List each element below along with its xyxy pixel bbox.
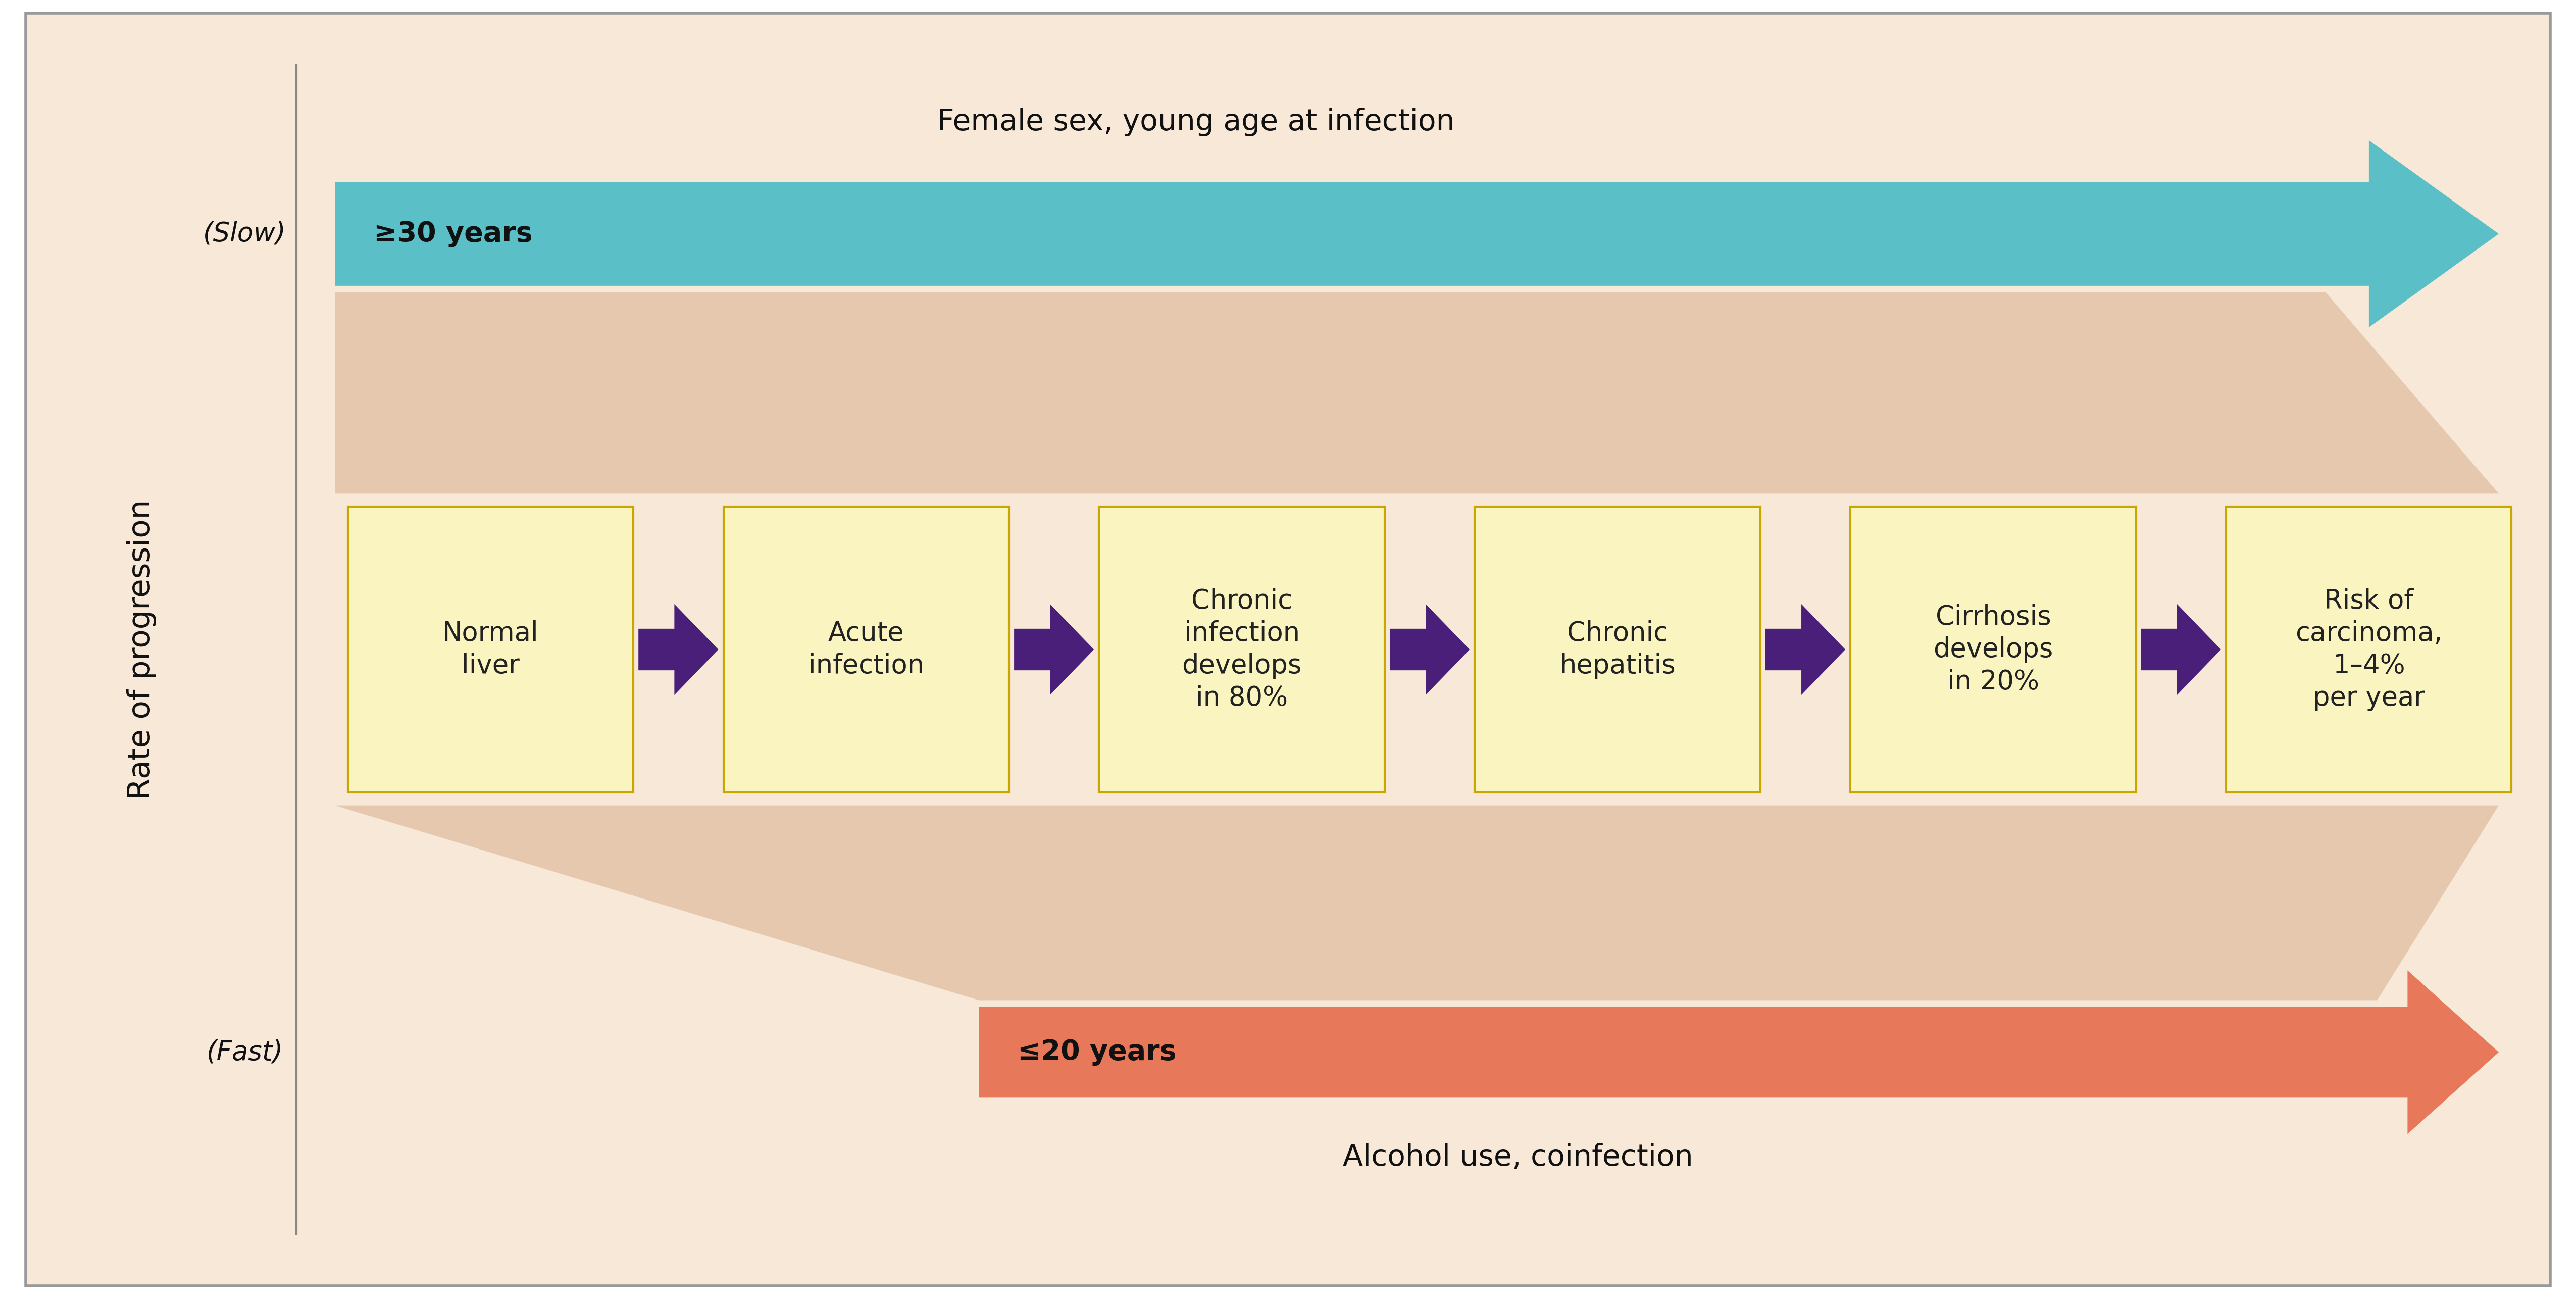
Polygon shape [1015, 604, 1095, 695]
Polygon shape [335, 805, 2499, 1000]
Text: Cirrhosis
develops
in 20%: Cirrhosis develops in 20% [1932, 604, 2053, 695]
Polygon shape [639, 604, 719, 695]
FancyBboxPatch shape [1100, 507, 1386, 792]
FancyBboxPatch shape [26, 13, 2550, 1286]
FancyBboxPatch shape [1473, 507, 1759, 792]
Polygon shape [1391, 604, 1468, 695]
FancyBboxPatch shape [348, 507, 634, 792]
Text: Female sex, young age at infection: Female sex, young age at infection [938, 108, 1455, 136]
Text: Chronic
hepatitis: Chronic hepatitis [1558, 620, 1674, 679]
Text: ≤20 years: ≤20 years [1018, 1039, 1177, 1065]
FancyBboxPatch shape [724, 507, 1010, 792]
Text: ≥30 years: ≥30 years [374, 221, 533, 247]
Text: Risk of
carcinoma,
1–4%
per year: Risk of carcinoma, 1–4% per year [2295, 587, 2442, 712]
Polygon shape [335, 292, 2499, 494]
FancyBboxPatch shape [2226, 507, 2512, 792]
Text: Normal
liver: Normal liver [443, 620, 538, 679]
Text: (Slow): (Slow) [204, 221, 286, 247]
Polygon shape [1765, 604, 1844, 695]
Text: Alcohol use, coinfection: Alcohol use, coinfection [1342, 1143, 1692, 1172]
Polygon shape [979, 970, 2499, 1134]
Text: (Fast): (Fast) [206, 1039, 283, 1065]
Polygon shape [335, 140, 2499, 327]
Text: Acute
infection: Acute infection [809, 620, 925, 679]
Polygon shape [2141, 604, 2221, 695]
Text: Rate of progression: Rate of progression [126, 499, 157, 800]
Text: Chronic
infection
develops
in 80%: Chronic infection develops in 80% [1182, 587, 1301, 712]
FancyBboxPatch shape [1850, 507, 2136, 792]
